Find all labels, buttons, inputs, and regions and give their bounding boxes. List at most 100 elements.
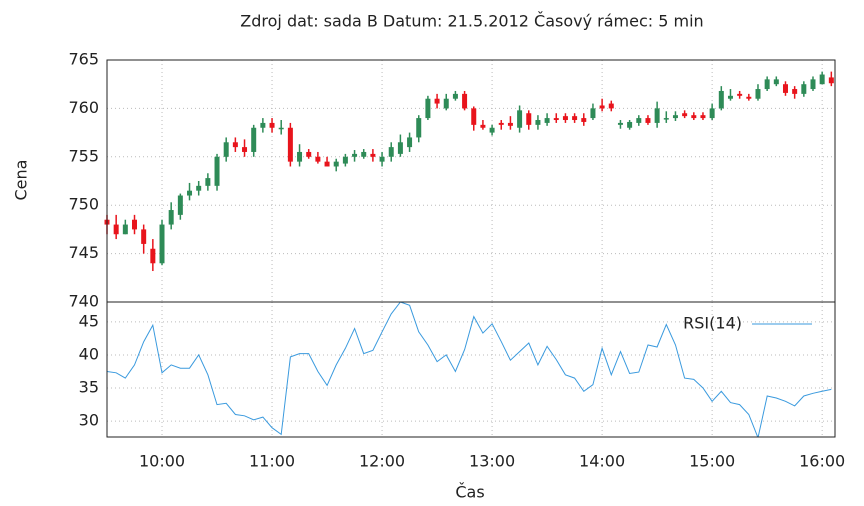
candle-body (544, 118, 550, 123)
candle-body (223, 142, 229, 157)
plot: 740 745 750 755 760 765 30 35 40 45 10:00 11:00 12:0… (68, 50, 845, 471)
candle-body (792, 89, 798, 94)
y-tick-label: 40 (79, 344, 99, 363)
x-axis-label: Čas (455, 483, 484, 502)
candle-body (599, 105, 605, 109)
candle-body (498, 122, 504, 125)
x-tick-label: 12:00 (359, 452, 405, 471)
candle-body (727, 95, 733, 99)
y-tick-label: 755 (68, 146, 99, 165)
candle-body (737, 93, 743, 96)
x-tick-label: 16:00 (799, 452, 845, 471)
candle-body (113, 224, 119, 235)
candle-body (443, 98, 449, 109)
candle-body (480, 124, 486, 128)
y-tick-label: 35 (79, 378, 99, 397)
candle-body (700, 115, 706, 119)
legend-label: RSI(14) (683, 314, 742, 333)
candle-body (379, 156, 385, 162)
candle-body (315, 156, 321, 162)
candle-body (590, 108, 596, 119)
candle-body (810, 79, 816, 90)
candle-body (526, 113, 532, 125)
candle-body (773, 79, 779, 85)
candle-body (342, 156, 348, 164)
candle-body (709, 108, 715, 119)
candle-body (654, 108, 660, 123)
candle-body (663, 118, 669, 120)
y-axis-label: Cena (12, 160, 31, 201)
candle-body (278, 127, 284, 130)
candle-body (187, 190, 193, 196)
candle-body (333, 161, 339, 167)
candle-body (489, 127, 495, 133)
candle-body (196, 185, 202, 191)
candle-body (132, 219, 138, 230)
candle-body (801, 84, 807, 94)
candle-body (122, 224, 128, 235)
candle-body (352, 153, 358, 157)
y-tick-label: 45 (79, 311, 99, 330)
y-tick-label: 765 (68, 50, 99, 69)
x-tick-label: 15:00 (689, 452, 735, 471)
candle-body (562, 116, 568, 121)
candle-body (141, 229, 147, 244)
candle-body (306, 151, 312, 157)
candle-body (150, 248, 156, 264)
candle-body (507, 122, 513, 126)
candle-body (370, 153, 376, 157)
candle-body (361, 151, 367, 157)
candle-body (636, 118, 642, 123)
rsi-line (107, 302, 832, 437)
x-tick-label: 14:00 (579, 452, 625, 471)
candle-body (287, 127, 293, 162)
candle-body (297, 151, 303, 162)
candle-body (434, 98, 440, 104)
candle-body (764, 79, 770, 90)
candle-body (416, 118, 422, 138)
candle-body (205, 178, 211, 186)
candle-body (682, 113, 688, 117)
candle-body (746, 96, 752, 99)
candle-body (535, 120, 541, 125)
y-tick-label: 760 (68, 98, 99, 117)
candle-body (260, 122, 266, 128)
y-tick-label: 30 (79, 411, 99, 430)
x-tick-label: 11:00 (249, 452, 295, 471)
candle-body (645, 118, 651, 123)
candle-body (242, 147, 248, 152)
candle-body (672, 115, 678, 119)
candle-body (452, 93, 458, 99)
candle-body (819, 74, 825, 85)
y-tick-label: 740 (68, 292, 99, 311)
candle-body (517, 110, 523, 128)
candle-body (462, 93, 468, 109)
candle-body (572, 116, 578, 121)
candle-body (407, 137, 413, 148)
candle-body (269, 122, 275, 128)
candle-body (168, 210, 174, 225)
candle-body (617, 122, 623, 125)
candle-body (627, 121, 633, 128)
candle-body (232, 142, 238, 148)
x-tick-label: 10:00 (139, 452, 185, 471)
candle-body (691, 115, 697, 119)
candle-body (177, 195, 183, 215)
plot-frame (106, 59, 836, 438)
x-tick-label: 13:00 (469, 452, 515, 471)
candle-body (388, 147, 394, 157)
candle-body (397, 142, 403, 154)
candle-body (324, 161, 330, 167)
candle-body (553, 118, 559, 121)
candle-body (782, 84, 788, 93)
candle-body (471, 108, 477, 125)
candle-body (425, 98, 431, 119)
candle-body (608, 103, 614, 109)
candle-body (214, 156, 220, 186)
candle-body (159, 224, 165, 264)
chart-title: Zdroj dat: sada B Datum: 21.5.2012 Časov… (240, 12, 703, 31)
candle-body (755, 89, 761, 99)
candle-body (581, 118, 587, 122)
candle-body (251, 127, 257, 152)
